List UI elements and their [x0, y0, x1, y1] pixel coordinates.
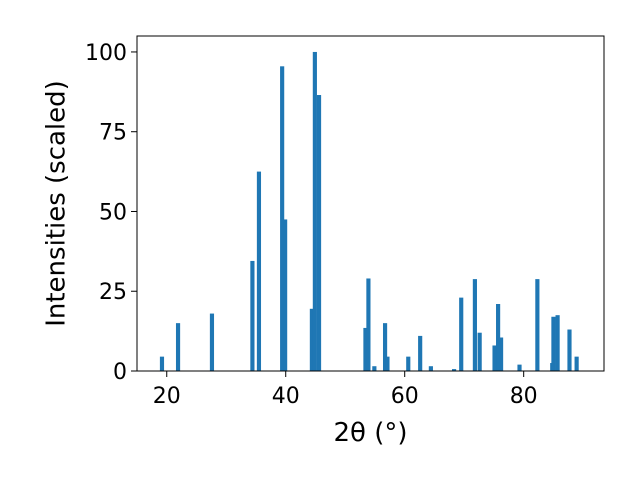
x-tick-label: 60	[391, 384, 419, 409]
bar	[477, 332, 482, 371]
bar	[316, 95, 322, 372]
bar	[551, 316, 556, 371]
x-axis-label: 2θ (°)	[333, 418, 407, 448]
bar	[496, 304, 501, 371]
bar	[372, 366, 377, 371]
bar	[209, 313, 215, 371]
bar	[366, 278, 371, 371]
bar	[517, 364, 522, 371]
bar	[175, 323, 181, 371]
y-axis-label: Intensities (scaled)	[42, 80, 72, 327]
bar	[492, 345, 497, 371]
bar	[418, 335, 423, 371]
plot-area-frame	[136, 35, 605, 372]
bar	[280, 66, 285, 371]
bar	[535, 279, 540, 371]
x-tick-label: 20	[153, 384, 181, 409]
x-tick-label: 40	[272, 384, 300, 409]
y-tick-label: 75	[99, 121, 127, 146]
y-axis: 0 25 50 75 100	[85, 41, 137, 385]
y-tick-label: 25	[99, 280, 127, 305]
bar	[574, 356, 579, 371]
bar	[159, 356, 165, 371]
x-tick-label: 80	[510, 384, 538, 409]
bars-group	[159, 51, 579, 372]
y-tick-label: 100	[85, 41, 127, 66]
y-tick-label: 0	[113, 360, 127, 385]
bar	[428, 366, 433, 371]
bar	[459, 297, 464, 371]
bar	[256, 171, 262, 371]
bar	[567, 329, 572, 371]
bar	[452, 369, 457, 371]
bar	[472, 279, 477, 371]
x-axis: 20 40 60 80	[153, 371, 538, 409]
bar	[283, 219, 288, 371]
bar	[499, 337, 504, 371]
bar	[363, 327, 368, 371]
bar	[312, 51, 317, 371]
bar	[250, 260, 255, 371]
bar	[385, 356, 390, 371]
y-tick-label: 50	[99, 200, 127, 225]
bar	[555, 315, 560, 371]
bar	[382, 323, 388, 371]
bar	[309, 308, 314, 371]
bar	[406, 356, 411, 371]
